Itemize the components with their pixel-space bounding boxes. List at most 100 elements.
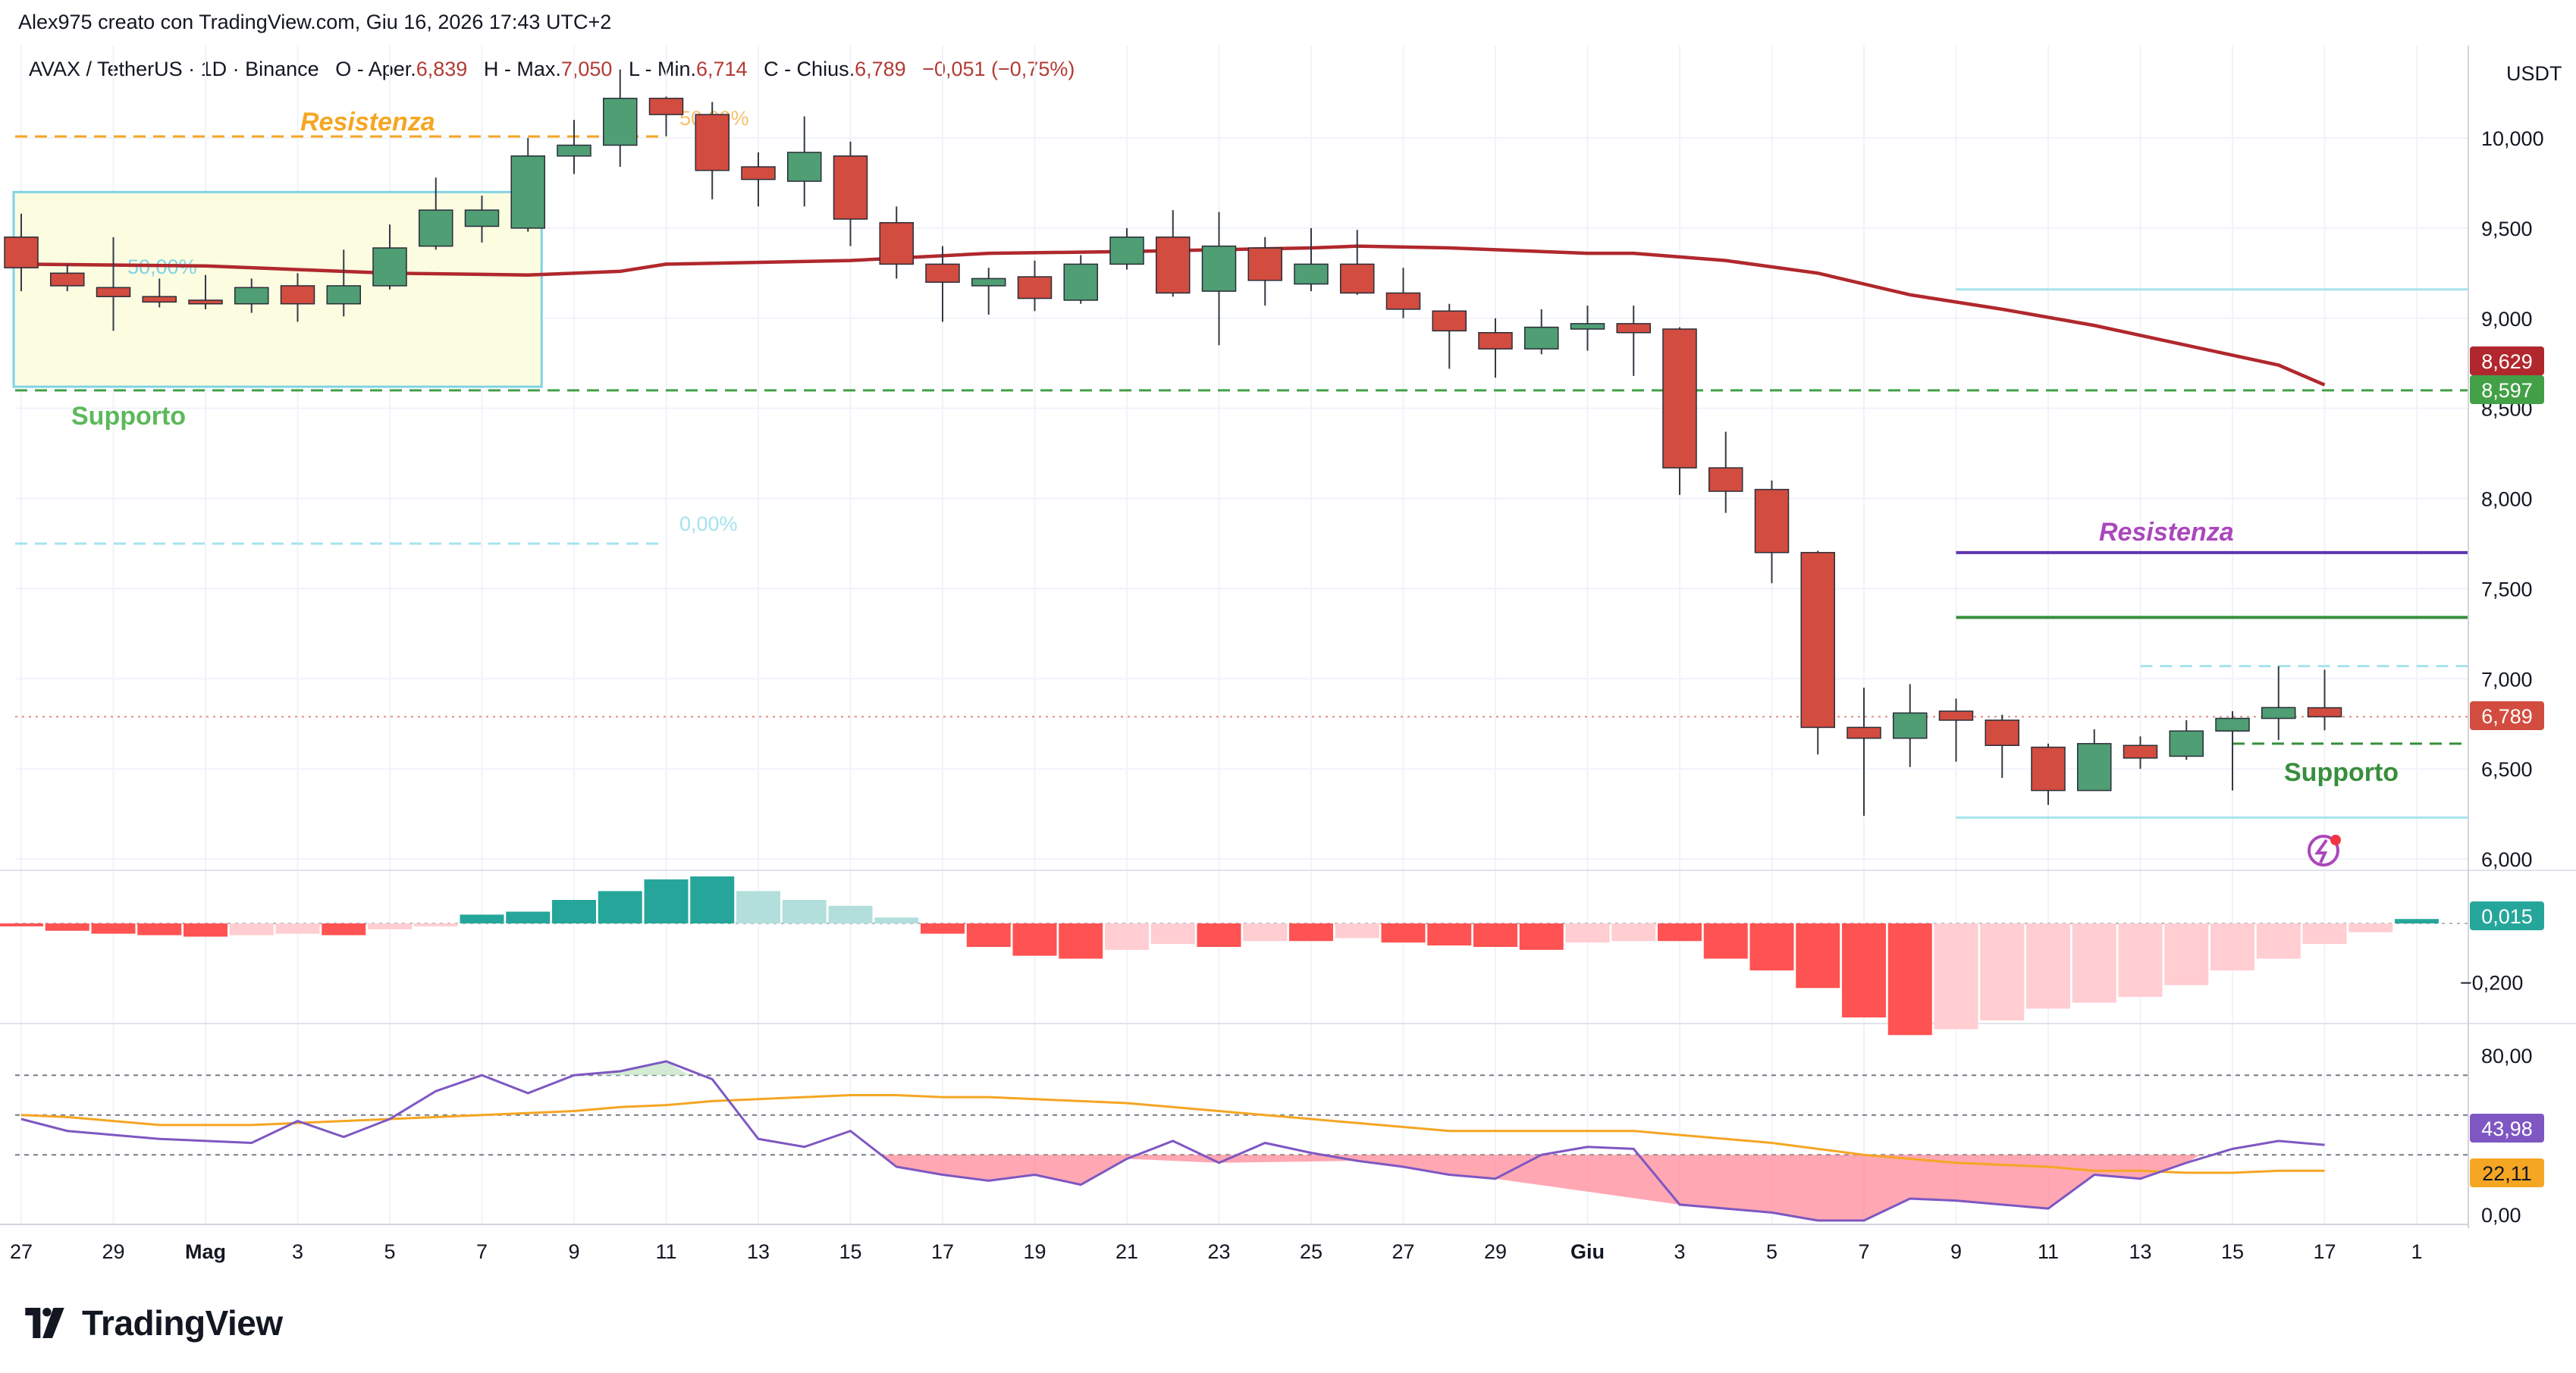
time-tick-label: 11	[2038, 1240, 2059, 1263]
candle-body	[879, 221, 914, 265]
histogram-bar	[1887, 923, 1932, 1036]
histogram-bar	[1381, 923, 1426, 943]
histogram-bar	[2118, 923, 2163, 997]
histogram-value-badge: 0,015	[2481, 905, 2533, 928]
histogram-bar	[1473, 923, 1517, 947]
time-tick-label: Mag	[185, 1240, 226, 1263]
change-value: −0,051 (−0,75%)	[922, 58, 1075, 80]
histogram-bar	[2026, 923, 2070, 1009]
histogram-bar	[1703, 923, 1748, 959]
histogram-bar	[1749, 923, 1794, 970]
candle-body	[96, 287, 131, 297]
time-tick-label: 27	[10, 1240, 33, 1263]
histogram-bar	[1150, 923, 1195, 945]
price-tick-label: 7,500	[2481, 578, 2533, 600]
histogram-bar	[1842, 923, 1886, 1017]
histogram-bar	[137, 923, 182, 936]
histogram-bar	[736, 891, 780, 923]
fibonacci-retracement[interactable]: 50,00%0,00%50,00%Resistenza	[12, 107, 749, 545]
support-value-badge: 8,597	[2481, 379, 2533, 402]
candle-body	[1570, 323, 1605, 330]
candle-body	[1938, 710, 1974, 721]
chart-credit: Alex975 creato con TradingView.com, Giu …	[18, 11, 612, 33]
histogram-bar	[1611, 923, 1656, 942]
time-tick-label: 23	[1207, 1240, 1230, 1263]
candle-body	[1247, 247, 1282, 281]
candle-body	[1201, 245, 1237, 292]
time-tick-label: 1	[2411, 1240, 2422, 1263]
currency-label: USDT	[2506, 62, 2562, 85]
resistance-top-label: Resistenza	[300, 108, 435, 136]
time-tick-label: 5	[384, 1240, 395, 1263]
candle-body	[4, 237, 39, 268]
last-price-badge: 6,789	[2481, 705, 2533, 728]
histogram-bar	[690, 876, 735, 923]
histogram-bar	[275, 923, 320, 934]
candle-body	[695, 114, 730, 171]
time-tick-label: 3	[292, 1240, 303, 1263]
time-tick-label: 21	[1115, 1240, 1138, 1263]
candle-body	[1063, 263, 1098, 301]
candle-body	[2215, 717, 2250, 732]
candle-body	[1385, 292, 1421, 310]
price-tick-label: 9,000	[2481, 308, 2533, 331]
rsi-ma-badge: 22,11	[2482, 1162, 2532, 1185]
rsi-value-badge-bg	[2470, 1114, 2544, 1143]
ma-line	[20, 244, 2326, 387]
histogram-bar	[368, 923, 412, 929]
histogram-bar	[1934, 923, 1978, 1030]
axes: USDT10,0009,5009,0008,5008,0007,5007,000…	[0, 45, 2562, 1263]
time-tick-label: 9	[1950, 1240, 1962, 1263]
candles	[4, 69, 2342, 816]
time-tick-label: 13	[2129, 1240, 2151, 1263]
candle-body	[1662, 328, 1697, 469]
histogram-bar	[1012, 923, 1057, 956]
close-label: C - Chius.	[764, 58, 855, 80]
candle-body	[557, 144, 591, 157]
brand[interactable]: TradingView	[18, 1302, 283, 1343]
symbol-name[interactable]: AVAX / TetherUS · 1D · Binance	[29, 58, 319, 80]
moving-average-line	[20, 244, 2326, 387]
histogram-bar	[1059, 923, 1103, 959]
histogram-bar	[413, 923, 458, 926]
low-value: 6,714	[695, 58, 748, 80]
high-value: 7,050	[560, 58, 613, 80]
ma-value-badge-bg	[2470, 346, 2544, 375]
histogram-bar	[0, 923, 43, 926]
candle-body	[142, 296, 177, 303]
low-label: L - Min.	[628, 58, 696, 80]
resistance-mid-label: Resistenza	[2099, 518, 2234, 547]
candle-body	[464, 209, 500, 227]
time-tick-label: 13	[747, 1240, 770, 1263]
rsi-value-badge: 43,98	[2481, 1118, 2533, 1140]
time-tick-label: 29	[102, 1240, 124, 1263]
histogram-bar	[1289, 923, 1333, 942]
candle-body	[1524, 326, 1559, 350]
price-tick-label: 6,500	[2481, 758, 2533, 781]
rsi-ma-line	[20, 1094, 2325, 1174]
fib-zone-box	[12, 190, 543, 388]
histogram-bar	[2072, 923, 2116, 1003]
candle-body	[510, 155, 545, 229]
price-tick-label: 6,000	[2481, 848, 2533, 871]
candle-body	[925, 263, 960, 283]
candle-body	[2261, 707, 2296, 719]
candle-body	[1800, 552, 1835, 729]
support-top-label: Supporto	[71, 402, 186, 431]
alert-dot-icon	[2330, 835, 2341, 845]
last-price-badge-bg	[2470, 701, 2544, 730]
histogram-bar	[2256, 923, 2301, 959]
candle-body	[1432, 310, 1467, 332]
time-tick-label: 27	[1392, 1240, 1414, 1263]
alert-bolt-icon	[2314, 839, 2328, 864]
candle-body	[2169, 730, 2204, 757]
rsi-panel	[15, 1060, 2468, 1222]
level-lines[interactable]: Supporto Resistenza Supporto	[15, 288, 2468, 867]
candle-body	[50, 272, 85, 287]
open-label: O - Aper.	[335, 58, 416, 80]
histogram-bar	[91, 923, 136, 934]
time-tick-label: 9	[568, 1240, 579, 1263]
fib-0-label: 0,00%	[679, 513, 738, 535]
candle-body	[2307, 707, 2342, 718]
